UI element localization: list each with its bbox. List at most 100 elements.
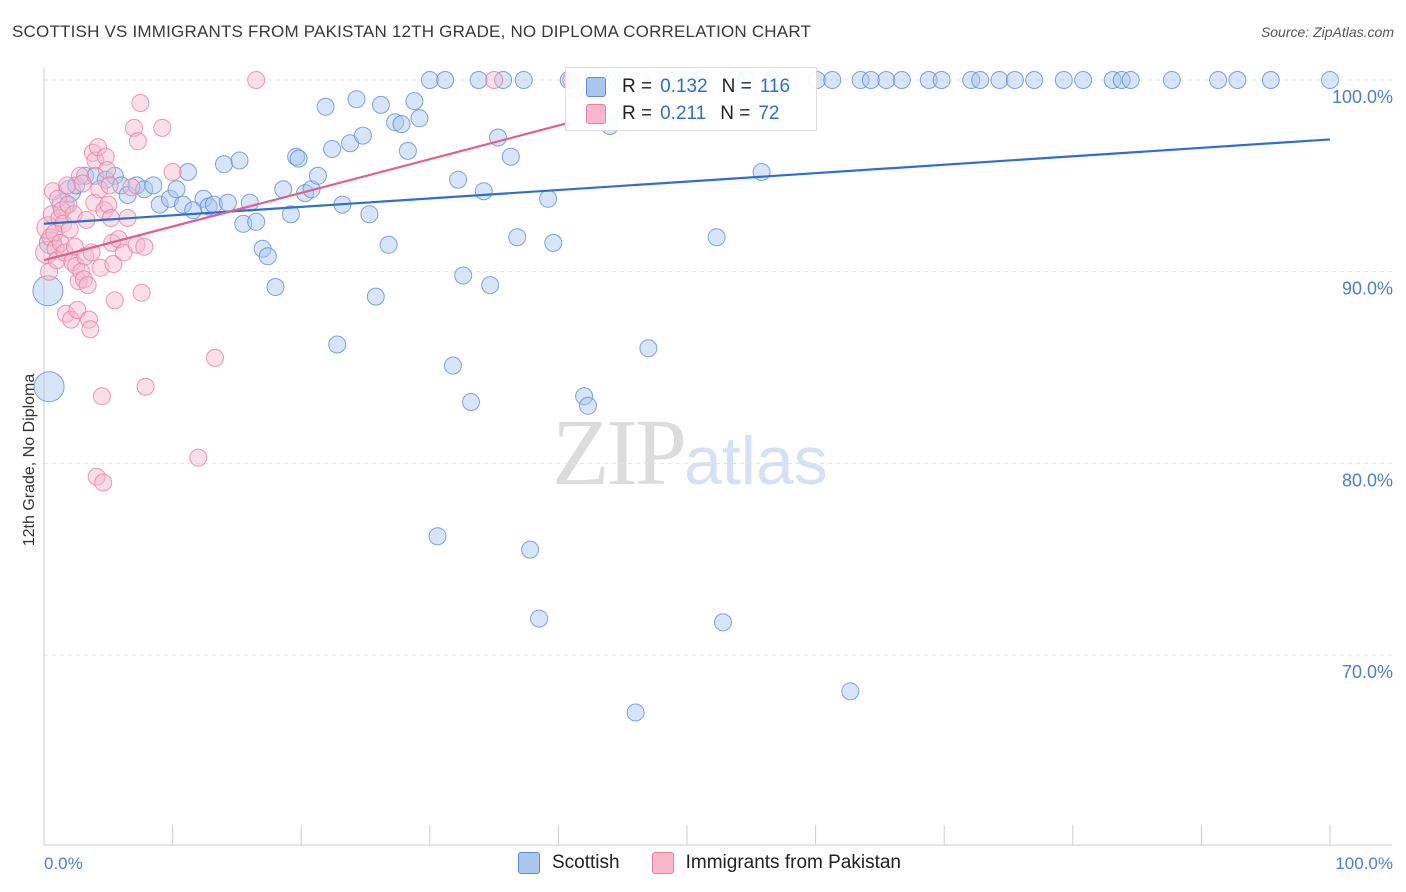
scottish-point — [501, 147, 520, 166]
scottish-point — [410, 109, 429, 128]
pakistan-point — [128, 132, 147, 151]
zipatlas-watermark: ZIPatlas — [552, 401, 828, 505]
scottish-point — [877, 71, 896, 89]
scottish-point — [347, 90, 366, 109]
scottish-point — [258, 247, 277, 266]
n-value-pakistan: 72 — [758, 103, 780, 124]
pakistan-point — [81, 320, 100, 339]
pakistan-point — [56, 304, 75, 323]
pakistan-point — [131, 94, 150, 112]
scottish-point — [861, 71, 880, 89]
scottish-point — [1025, 71, 1044, 89]
scottish-point — [443, 356, 462, 375]
scottish-point — [360, 205, 379, 224]
scottish-point — [1074, 71, 1093, 89]
pakistan-trend-line — [43, 121, 572, 262]
scottish-point — [328, 335, 347, 354]
scottish-point — [714, 613, 732, 632]
pakistan-legend-swatch — [651, 852, 674, 874]
scottish-point — [353, 126, 372, 145]
y-tick-label: 70.0% — [1342, 662, 1393, 682]
pakistan-point — [78, 276, 97, 295]
series-legend: Scottish Immigrants from Pakistan — [518, 852, 933, 874]
scottish-point — [1209, 71, 1228, 89]
chart-source: Source: ZipAtlas.com — [1260, 24, 1394, 40]
scottish-point — [386, 113, 405, 132]
pakistan-point — [73, 174, 92, 193]
pakistan-point — [51, 233, 70, 252]
scottish-point — [990, 71, 1009, 89]
scottish-point — [230, 151, 249, 170]
scottish-point — [379, 235, 398, 254]
r-value-pakistan: 0.211 — [660, 103, 707, 124]
scottish-point — [1261, 71, 1280, 89]
scottish-point — [167, 180, 186, 199]
pakistan-point — [98, 161, 116, 180]
scottish-point — [428, 527, 447, 546]
scottish-point — [323, 140, 342, 158]
pakistan-point — [85, 193, 104, 212]
scottish-point — [626, 703, 645, 722]
scottish-point — [481, 276, 500, 295]
legend-label-pakistan: Immigrants from Pakistan — [685, 852, 901, 873]
pakistan-point — [58, 176, 77, 195]
x-tick-label: 100.0% — [1335, 854, 1393, 873]
r-value-scottish: 0.132 — [660, 76, 708, 97]
pakistan-point — [189, 448, 208, 467]
scottish-point — [33, 371, 65, 403]
scottish-point — [1321, 71, 1339, 89]
scottish-point — [287, 147, 306, 166]
scottish-point — [707, 228, 726, 247]
pakistan-point — [94, 473, 113, 492]
pakistan-point — [80, 310, 98, 329]
scottish-point — [371, 95, 390, 114]
scottish-point — [436, 71, 455, 89]
scottish-trend-line — [43, 138, 1331, 225]
scottish-swatch — [586, 77, 606, 97]
scottish-point — [449, 170, 468, 189]
legend-item-scottish[interactable]: Scottish — [518, 852, 620, 874]
scottish-point — [892, 71, 911, 89]
scottish-point — [971, 71, 990, 89]
scottish-point — [530, 609, 549, 628]
n-label: N = — [721, 76, 752, 97]
scottish-point — [454, 266, 473, 285]
pakistan-point — [100, 176, 119, 195]
scottish-point — [579, 396, 597, 415]
x-tick-label: 0.0% — [44, 854, 83, 873]
scottish-point — [247, 212, 266, 231]
scottish-point — [1121, 71, 1140, 89]
scottish-legend-swatch — [518, 852, 540, 874]
pakistan-point — [153, 118, 172, 137]
scottish-point — [405, 92, 424, 111]
scottish-point — [469, 71, 488, 89]
scottish-point — [1054, 71, 1073, 89]
scottish-point — [398, 141, 417, 160]
scottish-point — [1228, 71, 1247, 89]
legend-label-scottish: Scottish — [552, 852, 620, 873]
pakistan-point — [99, 195, 118, 214]
scottish-point — [462, 393, 480, 411]
pakistan-point — [163, 163, 182, 181]
n-value-scottish: 116 — [759, 76, 791, 97]
scottish-point — [173, 195, 192, 214]
scottish-point — [508, 228, 527, 247]
scottish-point — [521, 540, 540, 559]
scottish-point — [919, 71, 938, 89]
scottish-point — [544, 233, 563, 252]
scottish-point — [932, 71, 951, 89]
scottish-point — [308, 166, 327, 185]
pakistan-point — [132, 283, 151, 302]
scottish-point — [841, 682, 860, 701]
legend-item-pakistan[interactable]: Immigrants from Pakistan — [651, 852, 901, 874]
pakistan-point — [86, 151, 105, 170]
y-tick-label: 80.0% — [1342, 470, 1393, 490]
pakistan-point — [485, 71, 504, 89]
scottish-point — [539, 189, 558, 208]
pakistan-point — [247, 71, 266, 89]
scottish-point — [823, 71, 842, 89]
pakistan-swatch — [586, 104, 606, 124]
scottish-point — [366, 287, 385, 306]
pakistan-point — [92, 387, 111, 406]
scottish-point — [639, 339, 658, 358]
